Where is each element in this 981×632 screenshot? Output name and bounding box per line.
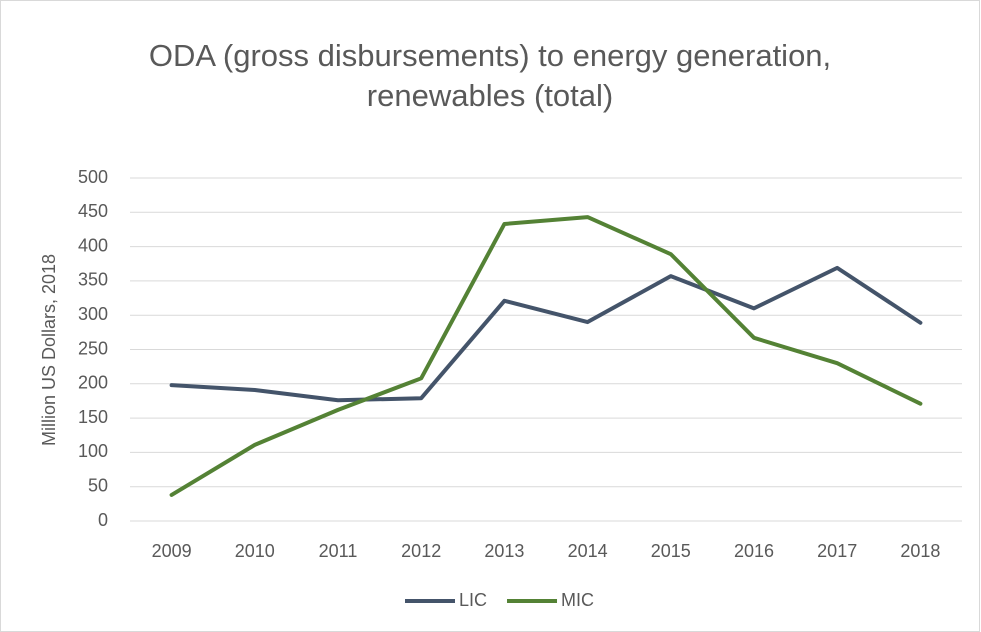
x-tick-label: 2009 xyxy=(152,541,192,561)
y-tick-label: 100 xyxy=(78,441,108,461)
y-tick-label: 50 xyxy=(88,475,108,495)
y-tick-label: 0 xyxy=(98,510,108,530)
legend-label: MIC xyxy=(561,590,594,610)
series-line xyxy=(169,265,923,403)
x-tick-label: 2015 xyxy=(651,541,691,561)
x-tick-label: 2014 xyxy=(568,541,608,561)
y-tick-label: 350 xyxy=(78,270,108,290)
y-axis-label: Million US Dollars, 2018 xyxy=(39,254,59,446)
y-tick-label: 200 xyxy=(78,373,108,393)
x-tick-label: 2016 xyxy=(734,541,774,561)
x-tick-label: 2017 xyxy=(817,541,857,561)
x-tick-label: 2012 xyxy=(401,541,441,561)
y-tick-label: 450 xyxy=(78,201,108,221)
series-line xyxy=(169,215,923,497)
x-tick-label: 2011 xyxy=(319,541,358,561)
y-tick-label: 400 xyxy=(78,235,108,255)
y-tick-label: 500 xyxy=(78,167,108,187)
y-tick-label: 300 xyxy=(78,304,108,324)
y-tick-label: 250 xyxy=(78,338,108,358)
legend-label: LIC xyxy=(459,590,487,610)
x-tick-label: 2013 xyxy=(484,541,524,561)
x-tick-label: 2018 xyxy=(900,541,940,561)
chart-title: ODA (gross disbursements) to energy gene… xyxy=(148,38,832,113)
x-tick-label: 2010 xyxy=(235,541,275,561)
y-tick-label: 150 xyxy=(78,407,108,427)
